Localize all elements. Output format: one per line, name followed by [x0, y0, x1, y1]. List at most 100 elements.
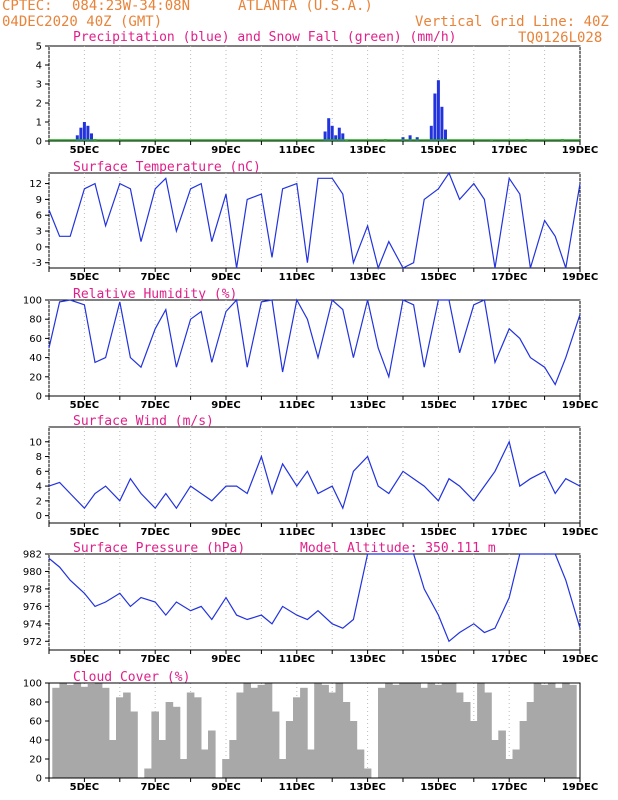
cloud-bar [498, 730, 506, 778]
cloud-bar [399, 683, 407, 778]
y-tick-label: 972 [23, 637, 42, 648]
cloud-bar [434, 684, 443, 778]
x-tick-label: 19DEC [562, 272, 598, 283]
cloud-bar [413, 683, 421, 778]
y-tick-label: -3 [32, 258, 42, 269]
x-tick-label: 5DEC [70, 782, 99, 793]
y-tick-label: 5 [36, 42, 42, 53]
y-tick-label: 20 [29, 372, 42, 383]
cloud-bar [392, 684, 400, 778]
cloud-bar [448, 683, 457, 778]
cloud-bar [87, 684, 96, 778]
x-tick-label: 15DEC [420, 145, 456, 156]
precip-bar [327, 118, 331, 141]
x-tick-label: 19DEC [562, 654, 598, 665]
cloud-bar [491, 740, 499, 778]
series-line [48, 298, 581, 386]
panel-title: Precipitation (blue) and Snow Fall (gree… [73, 30, 457, 45]
cloud-bar [477, 683, 485, 778]
cloud-bar [101, 687, 110, 779]
y-tick-label: 2 [36, 496, 42, 507]
precip-bar [334, 135, 338, 141]
y-tick-label: 0 [36, 511, 42, 522]
series-line [48, 553, 581, 643]
precip-bar [401, 137, 405, 141]
precip-bar [444, 129, 447, 141]
precip-bar [341, 133, 345, 141]
cloud-bar [555, 687, 563, 779]
x-tick-label: 17DEC [491, 654, 527, 665]
precip-bar [86, 125, 90, 141]
y-tick-label: 980 [23, 567, 42, 578]
panel-title: Relative Humidity (%) [73, 287, 237, 302]
y-tick-label: 80 [29, 315, 42, 326]
precip-bar [415, 137, 419, 141]
x-tick-label: 17DEC [491, 527, 527, 538]
cloud-bar [569, 684, 577, 778]
location-label: ATLANTA (U.S.A.) [238, 0, 373, 14]
y-tick-label: 20 [29, 755, 42, 766]
cloud-bar [130, 711, 138, 778]
y-tick-label: 976 [23, 602, 42, 613]
x-tick-label: 11DEC [279, 654, 315, 665]
y-tick-label: 0 [36, 774, 42, 785]
precip-bar [433, 93, 437, 141]
x-tick-label: 5DEC [70, 145, 99, 156]
x-tick-label: 7DEC [140, 654, 169, 665]
y-tick-label: 60 [29, 334, 42, 345]
panel-frame-over [48, 682, 581, 779]
y-tick-label: 40 [29, 353, 42, 364]
y-tick-label: 4 [36, 61, 42, 72]
x-tick-label: 7DEC [140, 527, 169, 538]
cloud-bar [66, 684, 74, 778]
cloud-bar [165, 702, 174, 778]
y-tick-label: 6 [36, 211, 42, 222]
x-tick-label: 17DEC [491, 272, 527, 283]
x-tick-label: 7DEC [140, 272, 169, 283]
x-tick-label: 13DEC [349, 527, 385, 538]
run-code-label: TQ0126L028 [518, 30, 602, 46]
cloud-bar [519, 721, 528, 778]
y-tick-label: 2 [36, 99, 42, 110]
x-tick-label: 13DEC [349, 400, 385, 411]
precip-bar [82, 122, 86, 141]
x-tick-label: 5DEC [70, 654, 99, 665]
cloud-bar [314, 683, 322, 778]
x-tick-label: 15DEC [420, 400, 456, 411]
y-tick-label: 0 [36, 242, 42, 253]
cloud-bar [441, 683, 450, 778]
chart-header: CPTEC: 084:23W-34:08N ATLANTA (U.S.A.) 0… [0, 0, 618, 34]
y-tick-label: 6 [36, 467, 42, 478]
precip-bar [436, 80, 440, 141]
precip-bar [75, 135, 79, 141]
x-tick-label: 17DEC [491, 145, 527, 156]
cloud-bar [193, 697, 202, 779]
cloud-bar [505, 759, 513, 778]
y-tick-label: 1 [36, 118, 42, 129]
panel-frame [48, 426, 581, 524]
x-tick-label: 9DEC [211, 527, 240, 538]
cloud-bar [526, 702, 535, 778]
x-tick-label: 9DEC [211, 654, 240, 665]
x-tick-label: 13DEC [349, 654, 385, 665]
panel-annotation: Model Altitude: 350.111 m [300, 541, 496, 556]
x-tick-label: 15DEC [420, 527, 456, 538]
cloud-bar [222, 759, 230, 778]
y-tick-label: 40 [29, 736, 42, 747]
coords-label: 084:23W-34:08N [72, 0, 191, 14]
y-tick-label: 100 [23, 296, 42, 307]
y-tick-label: 10 [29, 437, 42, 448]
cloud-bar [547, 683, 556, 778]
x-tick-label: 11DEC [279, 272, 315, 283]
precip-bar [429, 125, 433, 141]
x-tick-label: 7DEC [140, 782, 169, 793]
x-tick-label: 11DEC [279, 527, 315, 538]
y-tick-label: 100 [23, 679, 42, 690]
cloud-bar [349, 721, 358, 778]
x-tick-label: 13DEC [349, 272, 385, 283]
x-tick-label: 5DEC [70, 400, 99, 411]
precip-bar [90, 133, 93, 141]
cloud-bar [484, 692, 492, 778]
x-tick-label: 11DEC [279, 400, 315, 411]
